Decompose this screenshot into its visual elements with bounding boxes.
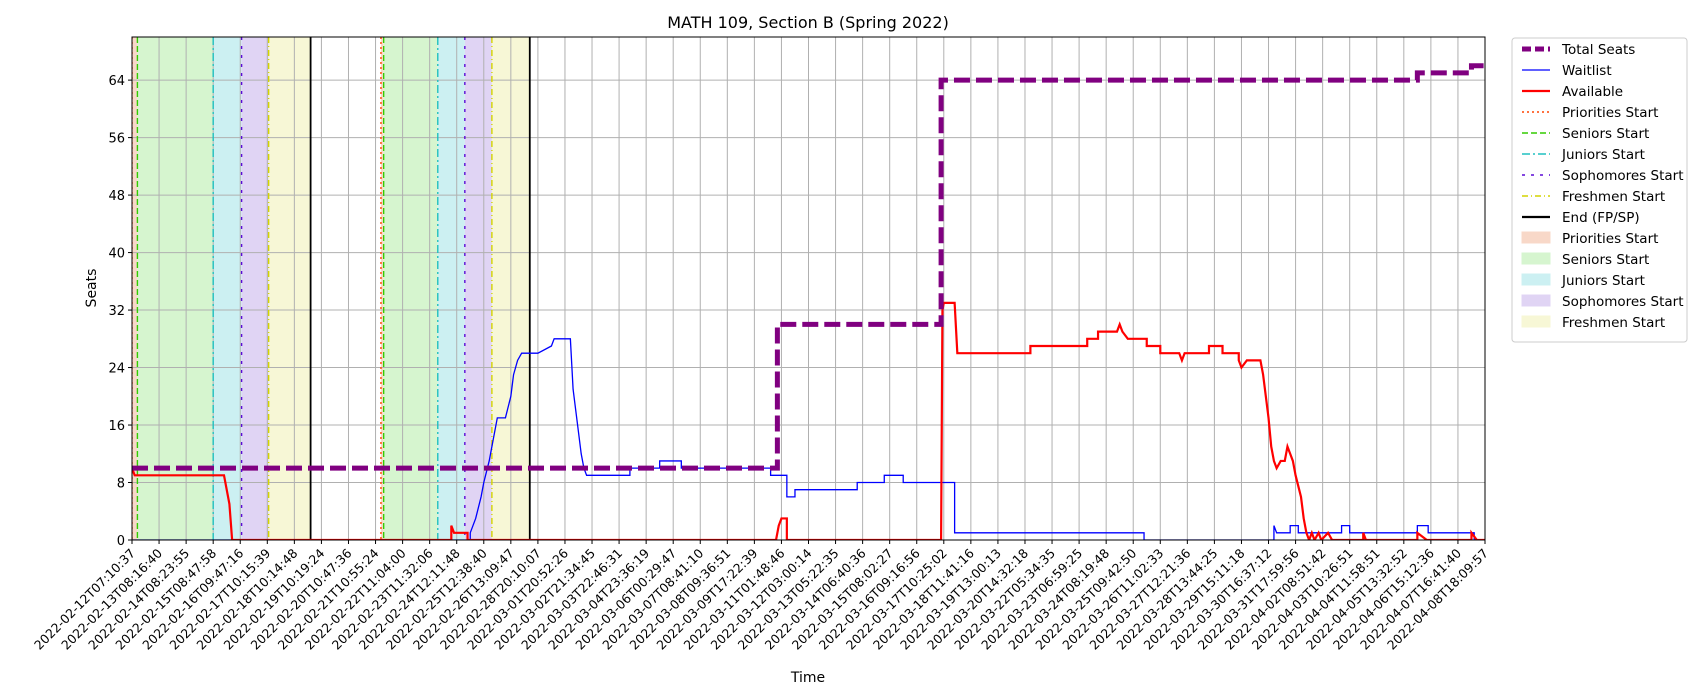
chart-title: MATH 109, Section B (Spring 2022) xyxy=(667,13,949,32)
legend-label: Freshmen Start xyxy=(1562,189,1665,205)
y-tick-label: 0 xyxy=(117,534,125,549)
legend-label: Juniors Start xyxy=(1561,273,1645,289)
legend-label: Waitlist xyxy=(1562,63,1612,79)
y-axis-ticks: 0 8 16 24 32 40 48 56 64 xyxy=(108,74,132,549)
legend-label: Priorities Start xyxy=(1562,231,1658,247)
legend-label: Sophomores Start xyxy=(1562,168,1684,184)
y-tick-label: 64 xyxy=(108,74,125,89)
legend-label: Juniors Start xyxy=(1561,147,1645,163)
y-tick-label: 24 xyxy=(108,362,125,377)
x-axis-label: Time xyxy=(790,670,825,686)
phase-band xyxy=(383,37,438,540)
phase-band xyxy=(213,37,242,540)
legend: Total Seats Waitlist Available Priorities S… xyxy=(1511,37,1688,343)
legend-label: Total Seats xyxy=(1561,42,1635,58)
series-line-waitlist xyxy=(132,338,1485,540)
series-line-total-seats xyxy=(132,63,1485,471)
y-tick-label: 8 xyxy=(117,477,125,492)
legend-swatch xyxy=(1521,231,1551,244)
legend-label: Priorities Start xyxy=(1562,105,1658,121)
legend-swatch xyxy=(1521,294,1551,307)
y-tick-label: 16 xyxy=(108,419,125,434)
legend-label: End (FP/SP) xyxy=(1562,210,1640,226)
legend-swatch xyxy=(1521,252,1551,265)
y-tick-label: 56 xyxy=(108,132,125,147)
phase-band xyxy=(241,37,269,540)
legend-swatch xyxy=(1521,315,1551,328)
x-axis-ticks: 2022-02-12T07:10:372022-02-13T08:16:4020… xyxy=(31,540,1491,653)
phase-band xyxy=(464,37,492,540)
y-tick-label: 48 xyxy=(108,189,125,204)
legend-label: Freshmen Start xyxy=(1562,315,1665,331)
legend-label: Seniors Start xyxy=(1562,126,1649,142)
legend-label: Seniors Start xyxy=(1562,252,1649,268)
series-line-available xyxy=(132,301,1485,540)
legend-swatch xyxy=(1521,273,1551,286)
y-tick-label: 40 xyxy=(108,247,125,262)
phase-band xyxy=(132,37,138,540)
grid-lines xyxy=(131,37,1486,541)
phase-bands xyxy=(132,37,530,540)
phase-band xyxy=(268,37,311,540)
legend-box xyxy=(1511,37,1688,343)
legend-label: Available xyxy=(1562,84,1623,100)
phase-lines xyxy=(132,37,531,540)
series-lines xyxy=(132,63,1485,540)
legend-label: Sophomores Start xyxy=(1562,294,1684,310)
y-axis-label: Seats xyxy=(84,269,100,308)
phase-band xyxy=(437,37,465,540)
phase-band xyxy=(380,37,384,540)
y-tick-label: 32 xyxy=(108,304,125,319)
phase-band xyxy=(137,37,214,540)
